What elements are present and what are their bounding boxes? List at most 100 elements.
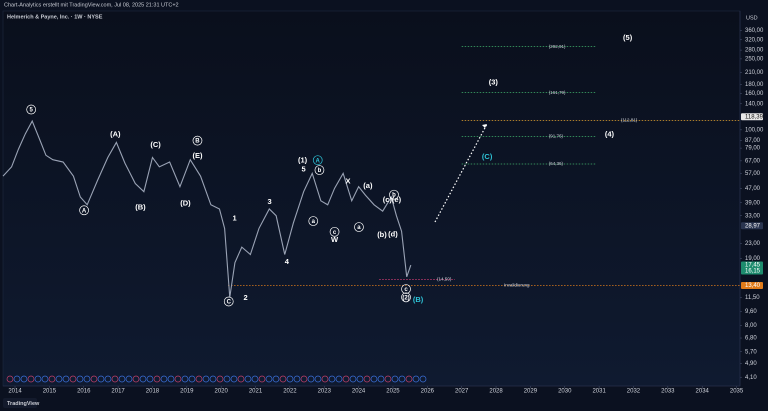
indicator-dot [27, 375, 35, 383]
indicator-dot [244, 375, 252, 383]
projection-arrow [434, 123, 488, 223]
wave-label: c [333, 230, 337, 236]
wave-label: (b) [377, 230, 387, 239]
indicator-dot [111, 375, 119, 383]
y-tick-label: 8,00 [745, 323, 757, 329]
level-label: (161,79) [549, 90, 566, 95]
x-tick-label: 2022 [283, 389, 297, 395]
indicator-dot [384, 375, 392, 383]
y-tick-label: 19,00 [745, 256, 761, 262]
level-label: (91,76) [549, 134, 564, 139]
indicator-dot [356, 375, 364, 383]
wave-circle [26, 104, 37, 115]
wave-label: c [404, 287, 408, 293]
indicator-dot [251, 375, 259, 383]
indicator-dot [48, 375, 56, 383]
wave-circle [308, 216, 319, 226]
y-tick-label: 11,50 [745, 295, 760, 301]
wave-label: W [331, 235, 339, 244]
level-label: (64,36) [549, 161, 564, 166]
x-tick-label: 2024 [352, 389, 366, 395]
wave-circle [354, 222, 364, 232]
indicator-dot [223, 375, 231, 383]
indicator-dot [258, 375, 266, 383]
x-tick-label: 2020 [214, 389, 228, 395]
wave-label: (4) [605, 129, 615, 138]
x-tick-label: 2017 [111, 389, 125, 395]
y-tick-label: 79,00 [745, 146, 761, 152]
brand: TradingView [7, 401, 40, 407]
indicator-dot [328, 375, 336, 383]
indicator-dot [398, 375, 406, 383]
indicator-dot [419, 375, 427, 383]
x-tick-label: 2014 [8, 389, 22, 395]
y-tick-label: 47,00 [745, 186, 761, 192]
y-tick-label: 100,00 [745, 127, 764, 133]
indicator-dot [125, 375, 133, 383]
indicator-dot [69, 375, 77, 383]
indicator-dot [195, 375, 203, 383]
x-tick-label: 2019 [180, 389, 194, 395]
wave-circle [312, 155, 323, 166]
x-tick-label: 2025 [386, 389, 400, 395]
x-tick-label: 2028 [489, 389, 503, 395]
price-line [2, 119, 412, 298]
wave-label: A [82, 208, 87, 214]
indicator-dot [97, 375, 105, 383]
level-label: (112,81) [621, 118, 638, 123]
plot-area [2, 10, 741, 387]
symbol: Helmerich & Payne, Inc. · 1W · NYSE [7, 14, 103, 20]
y-tick-label: 160,00 [745, 91, 764, 97]
wave-label: 1 [232, 214, 236, 223]
x-tick-label: 2033 [661, 389, 675, 395]
x-tick-label: 2021 [249, 389, 263, 395]
y-tick-label: 360,00 [745, 28, 764, 34]
indicator-dot [62, 375, 70, 383]
price-label: 17,45 [745, 263, 761, 269]
x-tick-label: 2018 [146, 389, 160, 395]
indicator-dot [104, 375, 112, 383]
y-tick-label: 320,00 [745, 37, 764, 43]
y-tick-label: 23,00 [745, 241, 761, 247]
wave-label: a [312, 219, 316, 225]
wave-label: (C) [150, 140, 161, 149]
wave-label: 4 [285, 257, 290, 266]
indicator-dot [377, 375, 385, 383]
wave-label: (A) [110, 129, 121, 138]
indicator-dot [286, 375, 294, 383]
indicator-dot [188, 375, 196, 383]
wave-label: (E) [192, 151, 203, 160]
wave-circle [401, 292, 411, 303]
x-tick-label: 2032 [627, 389, 641, 395]
price-label-box [741, 281, 763, 289]
indicator-dot [6, 375, 14, 383]
x-tick-label: 2031 [592, 389, 606, 395]
indicator-dot [405, 375, 413, 383]
wave-label: (d) [388, 230, 398, 239]
price-label-box [741, 222, 763, 230]
y-tick-label: 87,00 [745, 138, 761, 144]
x-tick-label: 2023 [318, 389, 332, 395]
wave-label: (1) [298, 156, 308, 165]
level-label: Invalidierung [504, 283, 530, 288]
indicator-dot [146, 375, 154, 383]
y-tick-label: 6,80 [745, 336, 757, 342]
price-label-box [741, 261, 763, 269]
wave-label: (2) [402, 295, 409, 301]
wave-label: (B) [135, 203, 146, 212]
indicator-dot [160, 375, 168, 383]
level-label: (292,91) [549, 44, 566, 49]
x-tick-label: 2026 [421, 389, 435, 395]
wave-label: 5 [30, 108, 34, 114]
y-tick-label: 140,00 [745, 101, 764, 107]
price-label-box [741, 267, 763, 275]
price-label: 13,40 [745, 283, 761, 289]
indicator-dot [209, 375, 217, 383]
indicator-dot [335, 375, 343, 383]
indicator-dot [76, 375, 84, 383]
wave-label: B [195, 139, 200, 145]
indicator-dot [167, 375, 175, 383]
wave-circle [329, 226, 340, 237]
y-tick-label: 250,00 [745, 56, 764, 62]
wave-circle [401, 284, 411, 294]
